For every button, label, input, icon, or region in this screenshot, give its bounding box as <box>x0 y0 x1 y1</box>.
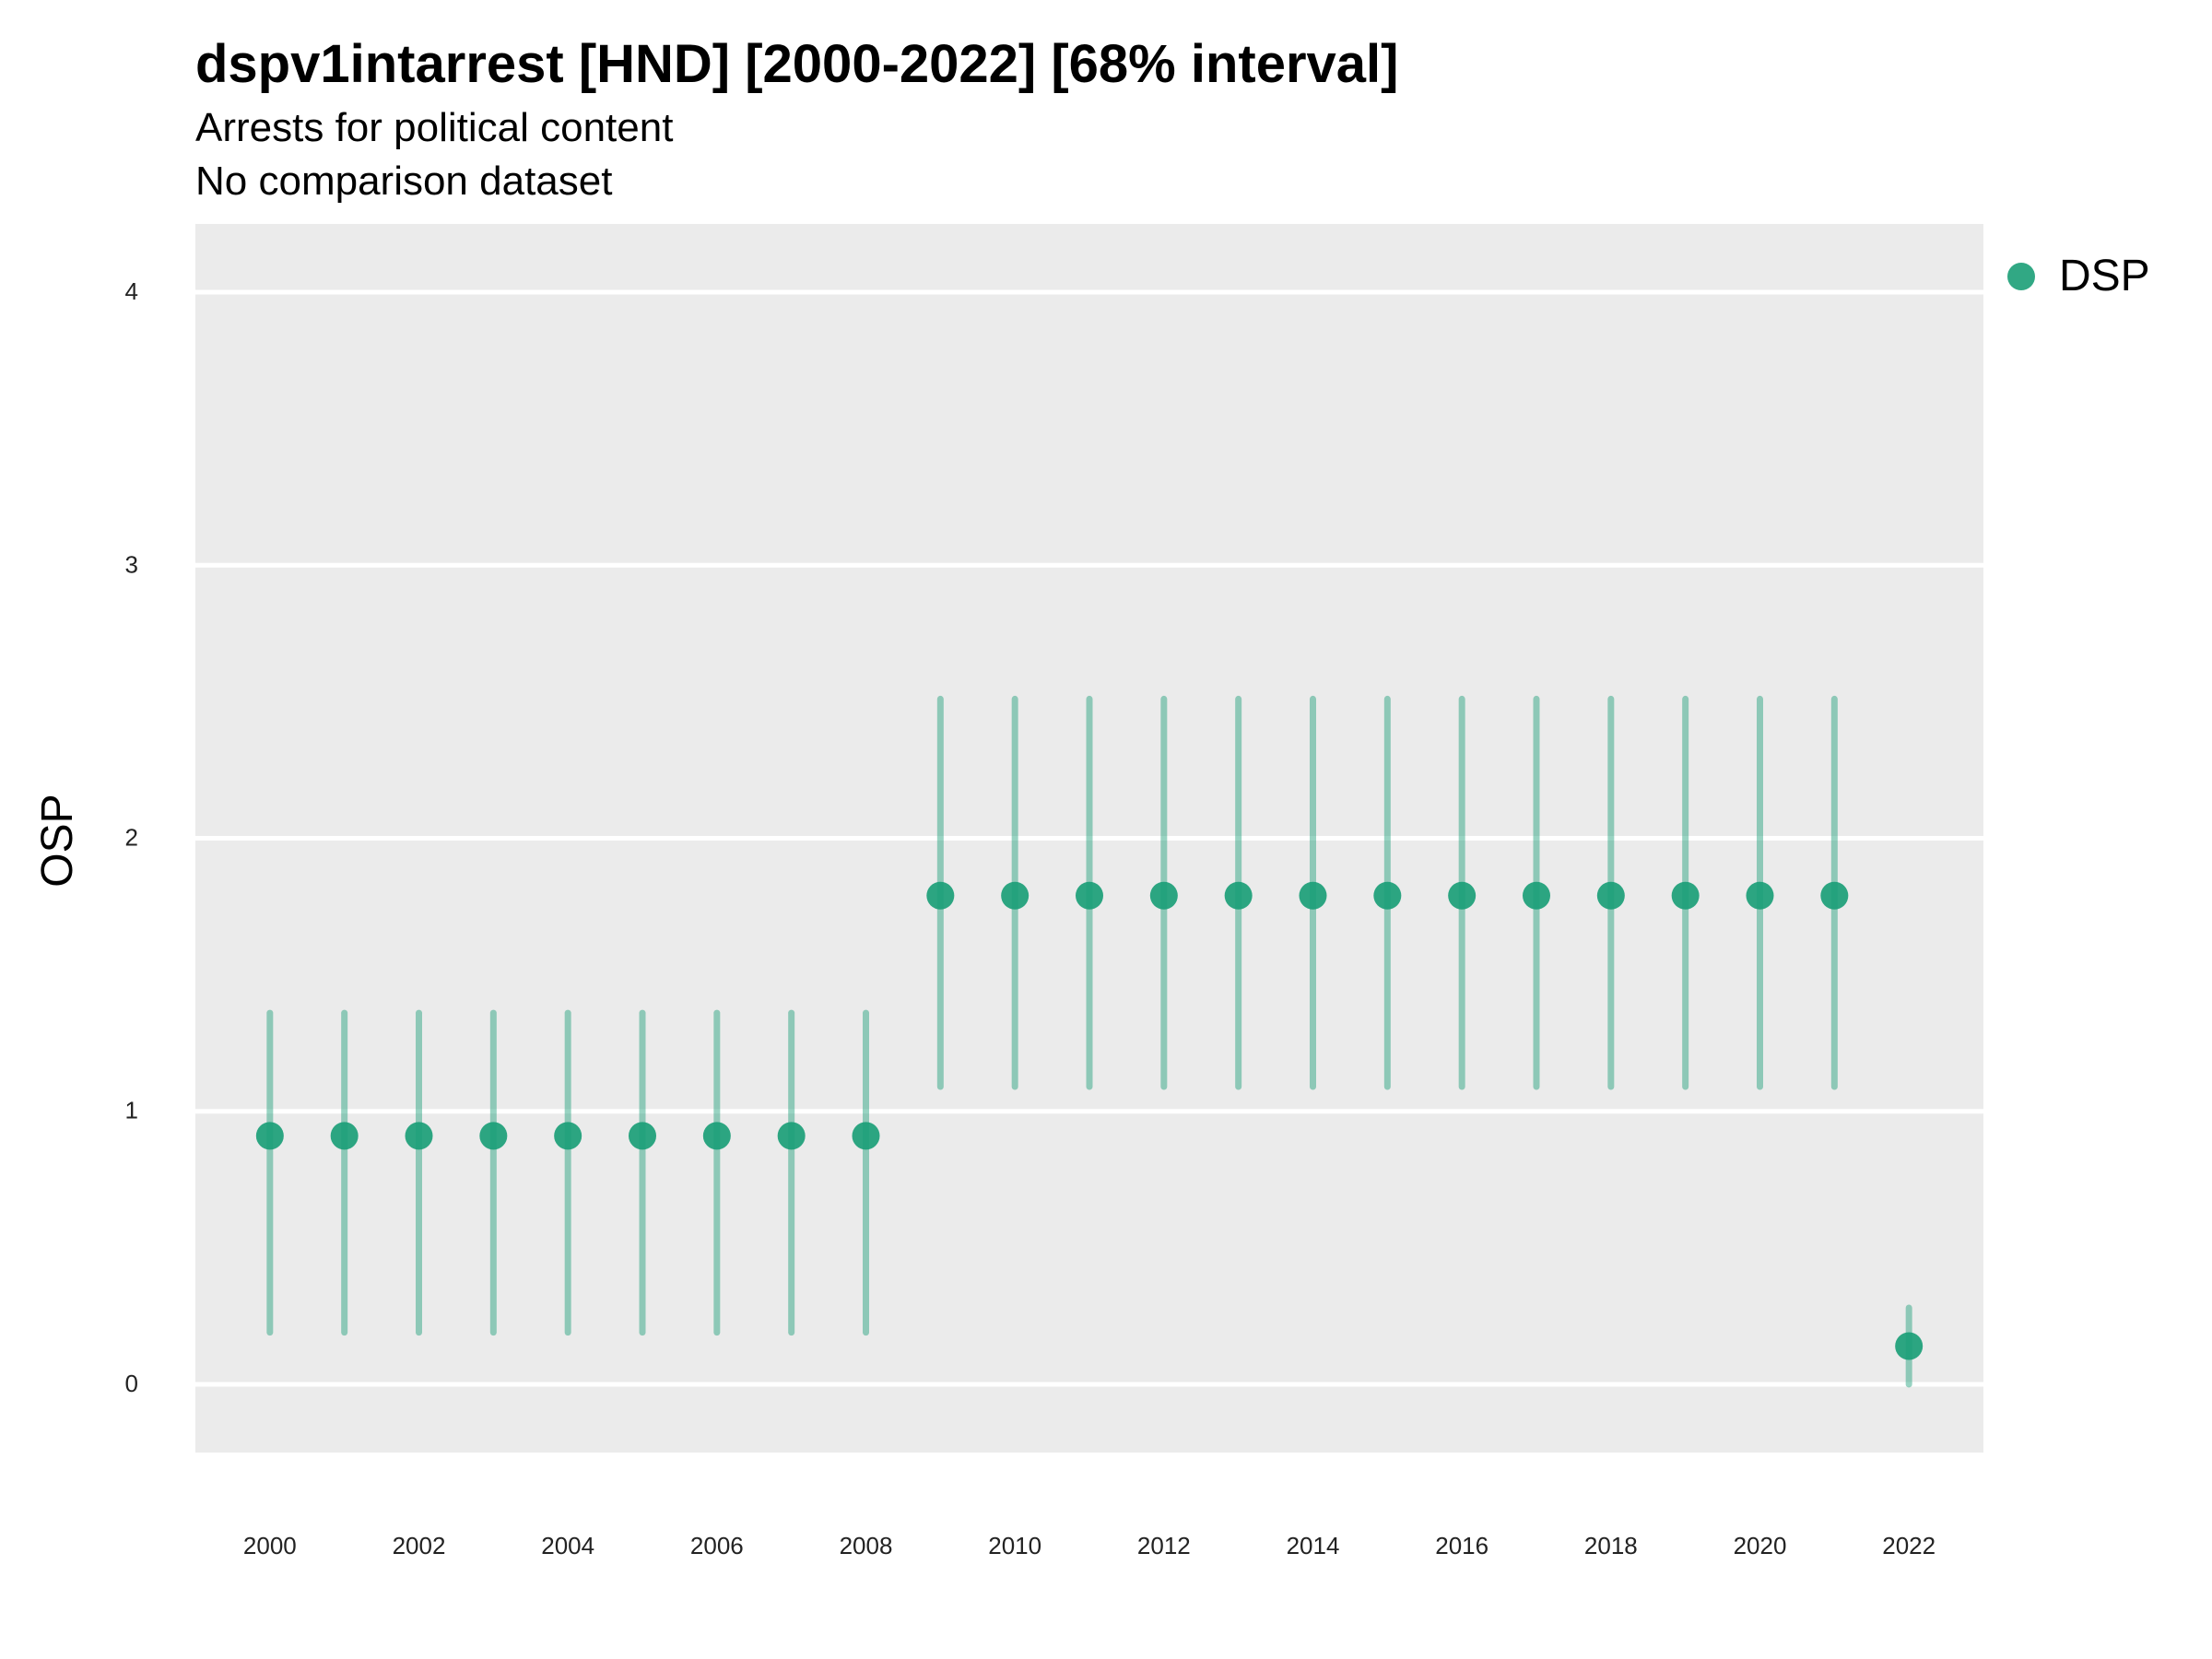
x-tick-label: 2012 <box>1137 1532 1191 1559</box>
data-point <box>405 1122 433 1150</box>
chart-title: dspv1intarrest [HND] [2000-2022] [68% in… <box>195 34 1399 94</box>
y-tick-label: 4 <box>125 277 138 305</box>
legend: DSP <box>2007 251 2150 301</box>
data-point <box>1076 881 1103 910</box>
data-point <box>1671 881 1700 910</box>
data-point <box>554 1122 582 1150</box>
data-point <box>702 1122 731 1150</box>
data-point <box>1746 881 1774 910</box>
data-point <box>1523 881 1550 910</box>
x-tick-label: 2010 <box>988 1532 1041 1559</box>
data-point <box>926 881 955 910</box>
x-tick-label: 2008 <box>840 1532 893 1559</box>
chart-subtitle: Arrests for political content <box>195 105 674 150</box>
x-tick-label: 2014 <box>1287 1532 1340 1559</box>
data-point <box>1149 881 1178 910</box>
data-point <box>852 1122 880 1150</box>
x-tick-label: 2006 <box>690 1532 744 1559</box>
data-marks <box>255 695 1924 1388</box>
data-point <box>1224 881 1253 910</box>
x-tick-label: 2018 <box>1584 1532 1638 1559</box>
grid-lines <box>195 289 1983 1387</box>
legend-dot-icon <box>2007 262 2035 290</box>
data-point <box>1299 881 1327 910</box>
data-point <box>1596 881 1625 910</box>
data-point <box>255 1122 284 1150</box>
x-tick-label: 2002 <box>393 1532 446 1559</box>
x-tick-label: 2004 <box>541 1532 594 1559</box>
y-tick-label: 2 <box>125 824 138 852</box>
chart-subtitle-2: No comparison dataset <box>195 159 613 204</box>
x-tick-label: 2000 <box>243 1532 297 1559</box>
y-axis-title: OSP <box>33 794 82 887</box>
y-tick-labels: 0 1 2 3 4 <box>125 277 138 1397</box>
legend-label-dsp: DSP <box>2059 252 2150 300</box>
x-tick-label: 2022 <box>1882 1532 1936 1559</box>
x-tick-labels: 2000 2002 2004 2006 2008 2010 2012 2014 2016 2018… <box>243 1532 1936 1559</box>
data-point <box>629 1122 656 1150</box>
data-point <box>777 1122 806 1150</box>
data-point <box>1448 881 1477 910</box>
data-point <box>479 1122 508 1150</box>
data-point <box>1373 881 1402 910</box>
y-tick-label: 1 <box>125 1097 138 1124</box>
data-point <box>1895 1332 1924 1360</box>
data-point <box>1001 881 1030 910</box>
x-tick-label: 2020 <box>1734 1532 1787 1559</box>
data-point <box>1820 881 1849 910</box>
y-tick-label: 3 <box>125 550 138 578</box>
y-tick-label: 0 <box>125 1370 138 1397</box>
data-point <box>330 1122 359 1150</box>
x-tick-label: 2016 <box>1435 1532 1488 1559</box>
